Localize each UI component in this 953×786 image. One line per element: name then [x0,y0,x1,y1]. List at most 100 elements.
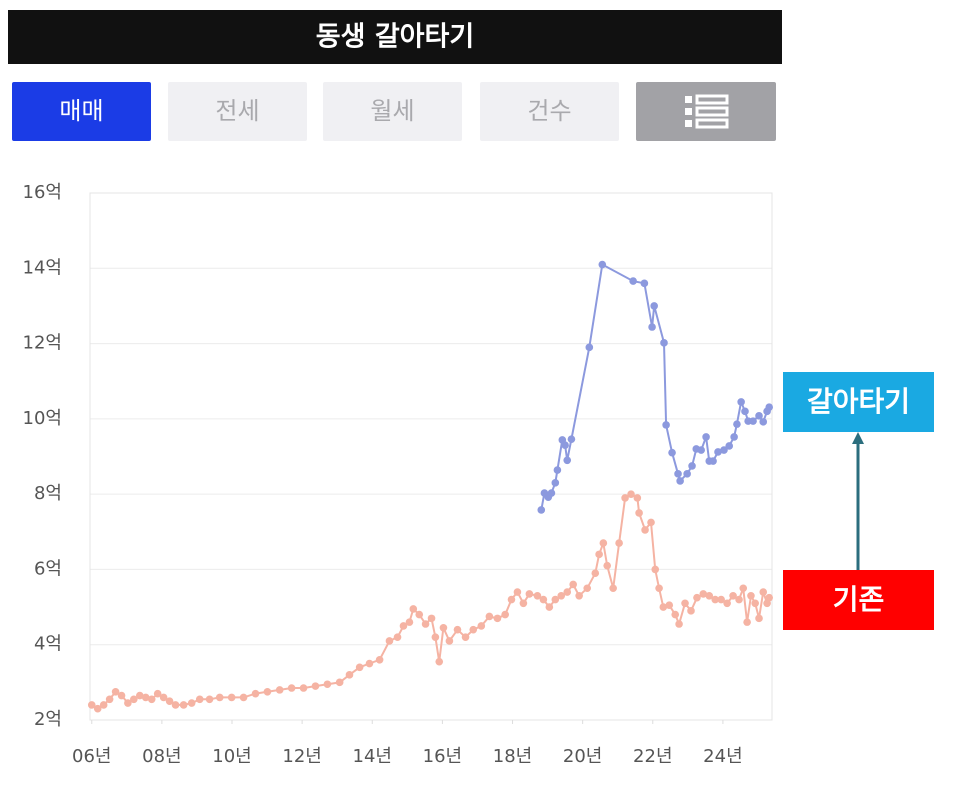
point [665,601,674,609]
point [415,610,424,619]
point [187,699,196,707]
y-tick-label: 12억 [23,333,62,354]
series-line [91,492,771,710]
point [683,470,691,478]
point [111,687,120,696]
tab-label[interactable]: 건수 [527,97,571,125]
point [561,441,569,450]
list-icon-button[interactable] [636,82,776,141]
point [737,398,745,406]
point [759,418,768,426]
point [759,588,768,596]
x-tick-label: 16년 [423,746,462,767]
point [205,695,214,704]
point [130,695,138,704]
point [159,693,168,702]
legend-label: 기존 [833,583,885,616]
point [650,302,658,310]
point [453,625,462,634]
tab-button[interactable] [12,82,151,141]
point [405,618,414,626]
tab-button[interactable] [323,82,462,141]
point [729,591,737,600]
point [647,518,655,527]
point [153,689,162,698]
tab-label[interactable]: 전세 [215,97,259,125]
point [688,462,696,470]
point [711,595,719,604]
point [621,494,629,502]
legend-label: 갈아타기 [807,385,910,418]
point [717,595,725,604]
x-tick-label: 14년 [353,746,392,767]
point [676,477,684,485]
legend-box [783,570,934,630]
point [660,339,668,347]
point [655,584,663,593]
point [117,691,126,700]
point [615,539,623,547]
point [171,701,180,709]
tab-button[interactable] [168,82,307,141]
point [641,526,649,534]
point [741,407,749,416]
x-tick-label: 06년 [72,746,111,767]
point [445,637,454,645]
x-tick-label: 18년 [493,746,532,767]
point [739,584,748,593]
point [755,614,763,623]
point [697,446,705,454]
title: 동생 갈아타기 [316,22,474,53]
point [435,657,444,666]
point [365,659,374,668]
y-tick-label: 14억 [23,257,62,278]
point [493,614,502,623]
point [135,691,144,700]
y-tick-label: 10억 [23,408,62,429]
point [525,590,534,598]
point [263,687,272,696]
point [355,663,364,672]
point [553,466,562,474]
point [393,633,402,641]
point [749,417,757,425]
tab-label[interactable]: 월세 [370,97,414,125]
point [699,590,708,598]
point [705,591,714,600]
point [603,561,611,570]
point [513,588,522,596]
point [557,591,566,600]
point [681,599,689,608]
point [501,610,509,619]
point [671,610,680,619]
y-tick-label: 16억 [23,182,62,203]
point [591,569,600,577]
legend-box [783,372,934,432]
y-tick-label: 6억 [34,558,62,579]
tabs: 매매 전세 월세 건수 [12,82,619,141]
point [648,323,656,331]
tab-label[interactable]: 매매 [59,97,103,125]
chart: 2억 4억 6억 8억 10억 12억 14억 16억 06년 08년 10년 12년 14년 16년 18… [23,182,773,767]
point [675,620,683,628]
list-icon-tab[interactable] [636,82,776,141]
tab-button[interactable] [480,82,619,141]
point [575,591,583,600]
point [551,595,560,604]
point [702,433,710,441]
y-tick-label: 2억 [34,709,62,730]
point [385,637,394,645]
point [537,506,546,514]
point [375,655,384,664]
point [227,693,236,702]
point [640,279,649,288]
point [751,599,759,608]
x-tick-label: 10년 [212,746,251,767]
point [567,435,576,443]
point [585,343,594,352]
point [99,701,108,709]
x-tick-label: 22년 [633,746,672,767]
point [651,565,660,574]
x-tick-label: 24년 [703,746,742,767]
